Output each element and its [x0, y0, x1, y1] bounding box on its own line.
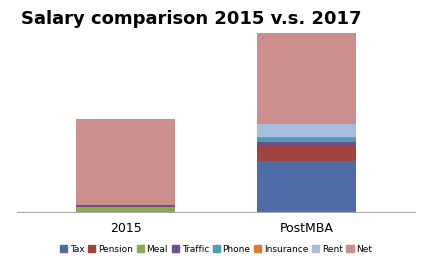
Bar [76, 119, 175, 205]
Bar [76, 205, 175, 207]
Bar [257, 145, 357, 161]
Text: Salary comparison 2015 v.s. 2017: Salary comparison 2015 v.s. 2017 [21, 10, 362, 28]
Bar [76, 207, 175, 212]
Bar [257, 161, 357, 212]
Bar [257, 124, 357, 137]
Bar [257, 137, 357, 138]
Bar [257, 142, 357, 145]
Bar [257, 138, 357, 142]
Legend: Tax, Pension, Meal, Traffic, Phone, Insurance, Rent, Net: Tax, Pension, Meal, Traffic, Phone, Insu… [59, 244, 373, 254]
Bar [257, 5, 357, 124]
